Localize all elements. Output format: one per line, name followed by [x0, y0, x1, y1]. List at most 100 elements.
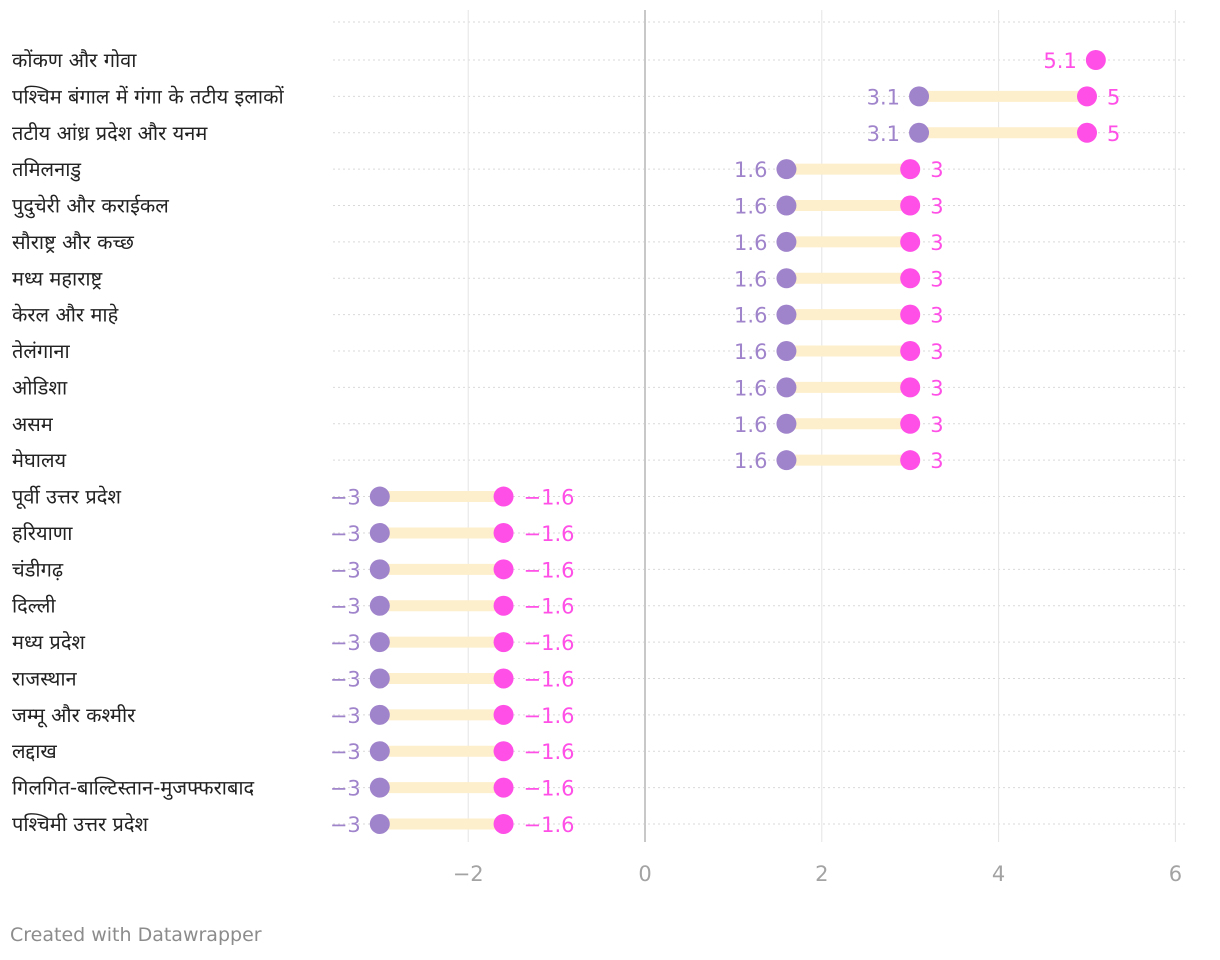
high-value-label: −1.6 — [524, 486, 575, 510]
high-dot — [493, 668, 514, 689]
low-value-label: 3.1 — [867, 85, 900, 109]
gridlines — [333, 10, 1187, 842]
high-value-label: 5 — [1107, 85, 1120, 109]
low-value-label: 1.6 — [734, 413, 767, 437]
low-value-label: −3 — [330, 667, 361, 691]
row-label: तटीय आंध्र प्रदेश और यनम — [12, 121, 208, 145]
low-dot — [776, 231, 797, 252]
low-value-label: −3 — [330, 522, 361, 546]
low-dot — [909, 86, 930, 107]
x-tick-label: 4 — [992, 862, 1005, 886]
high-value-label: 3 — [930, 267, 943, 291]
row-label: केरल और माहे — [12, 303, 119, 327]
row-label: तेलंगाना — [12, 339, 70, 363]
high-dot — [900, 159, 921, 180]
high-dot — [900, 268, 921, 289]
low-dot — [369, 522, 390, 543]
high-value-label: −1.6 — [524, 704, 575, 728]
high-dot — [493, 522, 514, 543]
low-dot — [776, 268, 797, 289]
row-label: पूर्वी उत्तर प्रदेश — [12, 485, 121, 510]
high-dot — [900, 341, 921, 362]
low-dot — [369, 595, 390, 616]
high-dot — [900, 377, 921, 398]
low-value-label: 1.6 — [734, 231, 767, 255]
chart-rows: कोंकण और गोवा 5.1 पश्चिम बंगाल में गंगा के… — [12, 48, 1120, 837]
low-dot — [369, 559, 390, 580]
chart-row: ओडिशा 1.6 3 — [12, 375, 944, 400]
high-value-label: 5 — [1107, 122, 1120, 146]
low-dot — [776, 159, 797, 180]
high-dot — [493, 741, 514, 762]
low-value-label: −3 — [330, 813, 361, 837]
row-label: जम्मू और कश्मीर — [12, 703, 136, 728]
high-dot — [1085, 50, 1106, 70]
low-dot — [776, 450, 797, 471]
high-dot — [1077, 86, 1097, 107]
low-dot — [776, 377, 797, 398]
chart-row: तेलंगाना 1.6 3 — [12, 339, 944, 364]
high-dot — [900, 231, 921, 252]
row-label: गिलगित-बाल्टिस्तान-मुजफ्फराबाद — [12, 776, 255, 801]
high-dot — [900, 304, 921, 325]
high-value-label: 3 — [930, 413, 943, 437]
high-dot — [493, 704, 514, 725]
chart-row: असम 1.6 3 — [12, 412, 944, 437]
low-dot — [369, 704, 390, 725]
low-dot — [369, 668, 390, 689]
row-label: दिल्ली — [12, 594, 56, 618]
low-value-label: 1.6 — [734, 158, 767, 182]
x-tick-label: 6 — [1169, 862, 1182, 886]
row-label: पश्चिम बंगाल में गंगा के तटीय इलाकों — [12, 84, 284, 108]
low-value-label: −3 — [330, 486, 361, 510]
high-value-label: 3 — [930, 304, 943, 328]
chart-row: कोंकण और गोवा 5.1 — [12, 48, 1106, 73]
low-value-label: 1.6 — [734, 195, 767, 219]
chart-row: मध्य प्रदेश −3 −1.6 — [12, 630, 575, 655]
high-dot — [493, 632, 514, 653]
chart-row: मेघालय 1.6 3 — [12, 448, 944, 473]
row-label: तमिलनाडु — [12, 157, 81, 182]
chart-row: सौराष्ट्र और कच्छ 1.6 3 — [12, 230, 944, 255]
low-value-label: −3 — [330, 777, 361, 801]
low-dot — [776, 304, 797, 325]
low-dot — [369, 813, 390, 834]
high-value-label: −1.6 — [524, 813, 575, 837]
low-dot — [369, 777, 390, 798]
high-value-label: 3 — [930, 376, 943, 400]
high-value-label: −1.6 — [524, 631, 575, 655]
high-value-label: −1.6 — [524, 558, 575, 582]
chart-row: पुदुचेरी और कराईकल 1.6 3 — [12, 194, 944, 219]
chart-row: दिल्ली −3 −1.6 — [12, 594, 575, 619]
row-label: सौराष्ट्र और कच्छ — [12, 230, 134, 254]
row-label: पुदुचेरी और कराईकल — [12, 194, 169, 219]
low-value-label: 1.6 — [734, 449, 767, 473]
high-value-label: 5.1 — [1043, 49, 1076, 73]
high-value-label: −1.6 — [524, 667, 575, 691]
low-value-label: −3 — [330, 704, 361, 728]
chart-row: तटीय आंध्र प्रदेश और यनम 3.1 5 — [12, 121, 1120, 146]
high-value-label: 3 — [930, 231, 943, 255]
row-label: कोंकण और गोवा — [12, 48, 137, 72]
row-label: मध्य महाराष्ट्र — [12, 266, 103, 290]
chart-row: राजस्थान −3 −1.6 — [12, 666, 575, 691]
x-tick-label: 2 — [815, 862, 828, 886]
chart-row: पूर्वी उत्तर प्रदेश −3 −1.6 — [12, 485, 575, 510]
chart-row: तमिलनाडु 1.6 3 — [12, 157, 944, 182]
high-dot — [900, 450, 921, 471]
high-dot — [493, 486, 514, 507]
low-value-label: 1.6 — [734, 376, 767, 400]
x-axis: −2 0 2 4 6 — [453, 862, 1182, 886]
row-label: लद्दाख — [12, 739, 57, 763]
chart-row: गिलगित-बाल्टिस्तान-मुजफ्फराबाद −3 −1.6 — [12, 776, 575, 801]
high-dot — [493, 777, 514, 798]
chart-row: लद्दाख −3 −1.6 — [12, 739, 575, 764]
high-value-label: 3 — [930, 340, 943, 364]
high-value-label: −1.6 — [524, 740, 575, 764]
chart-row: चंडीगढ़ −3 −1.6 — [12, 557, 575, 582]
high-value-label: −1.6 — [524, 522, 575, 546]
row-label: असम — [12, 412, 54, 436]
low-dot — [776, 341, 797, 362]
chart-row: केरल और माहे 1.6 3 — [12, 303, 944, 328]
